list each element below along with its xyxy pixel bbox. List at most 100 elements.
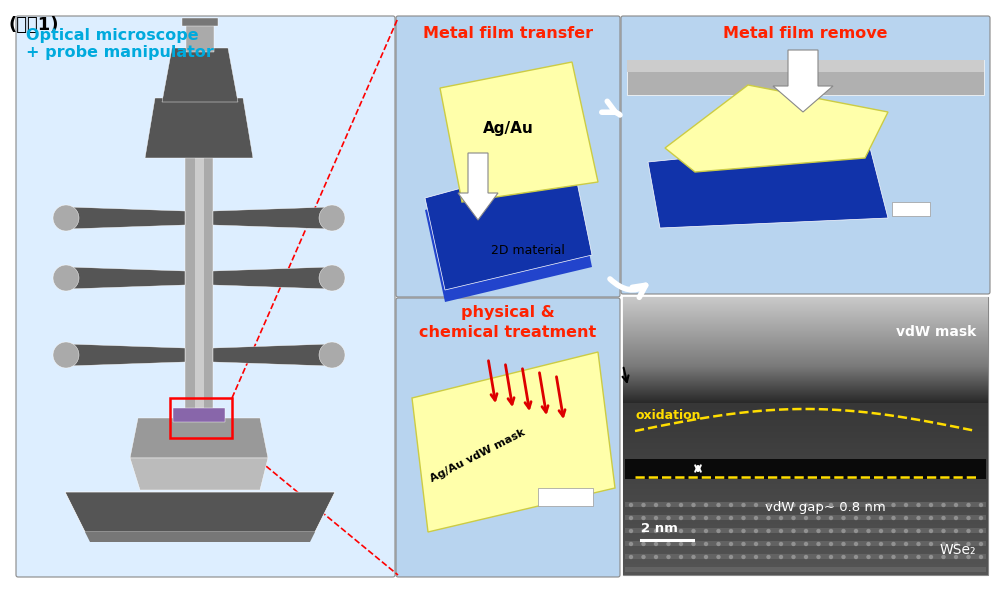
Circle shape (704, 529, 708, 533)
Circle shape (829, 516, 833, 520)
Circle shape (916, 542, 921, 546)
Bar (623, 540, 988, 541)
Circle shape (941, 555, 946, 559)
Circle shape (729, 555, 733, 559)
Bar (623, 350, 988, 351)
Bar (623, 339, 988, 340)
Bar (623, 473, 988, 474)
Circle shape (816, 555, 821, 559)
Bar (623, 379, 988, 380)
Bar (625, 567, 986, 572)
Text: vdW mask: vdW mask (896, 325, 976, 339)
Circle shape (904, 503, 908, 507)
Circle shape (891, 516, 896, 520)
Bar (623, 445, 988, 446)
Polygon shape (213, 344, 330, 366)
Circle shape (829, 542, 833, 546)
Bar (623, 421, 988, 422)
Bar (623, 501, 988, 502)
Circle shape (966, 516, 971, 520)
Bar (623, 450, 988, 451)
Bar (623, 368, 988, 369)
Circle shape (741, 503, 746, 507)
Bar (623, 474, 988, 475)
Bar (623, 460, 988, 461)
Bar (623, 357, 988, 358)
Bar (623, 567, 988, 568)
Polygon shape (145, 98, 253, 158)
Bar (623, 325, 988, 326)
FancyBboxPatch shape (621, 16, 990, 294)
Bar (623, 574, 988, 575)
Circle shape (866, 503, 871, 507)
Polygon shape (213, 267, 330, 289)
Bar (623, 522, 988, 523)
Bar (623, 307, 988, 308)
Bar (623, 448, 988, 449)
Circle shape (754, 503, 758, 507)
Polygon shape (412, 352, 615, 532)
Bar (623, 314, 988, 315)
Bar (623, 573, 988, 574)
Bar (623, 537, 988, 538)
Bar (623, 408, 988, 409)
Bar (623, 411, 988, 412)
Circle shape (654, 542, 658, 546)
Bar (623, 332, 988, 333)
Bar (623, 442, 988, 443)
Bar (623, 335, 988, 336)
Bar (623, 476, 988, 477)
Circle shape (666, 529, 671, 533)
Circle shape (53, 205, 79, 231)
Bar (623, 506, 988, 507)
Text: (그림1): (그림1) (8, 16, 58, 34)
Circle shape (929, 516, 933, 520)
Bar (623, 464, 988, 465)
Bar (623, 405, 988, 406)
Bar (623, 542, 988, 543)
Text: Ag/Au vdW mask: Ag/Au vdW mask (429, 428, 527, 484)
Bar (623, 306, 988, 307)
Circle shape (754, 516, 758, 520)
Bar (623, 381, 988, 382)
Circle shape (641, 503, 646, 507)
Bar (623, 465, 988, 466)
Circle shape (841, 555, 846, 559)
Circle shape (629, 542, 633, 546)
Circle shape (804, 529, 808, 533)
Bar (623, 555, 988, 556)
Bar (623, 513, 988, 514)
Circle shape (754, 529, 758, 533)
Bar (623, 527, 988, 528)
Bar (627, 60, 984, 72)
Circle shape (929, 555, 933, 559)
Bar (623, 340, 988, 341)
Bar (623, 557, 988, 558)
Bar (623, 511, 988, 512)
Circle shape (941, 542, 946, 546)
Bar (623, 453, 988, 454)
Bar (623, 398, 988, 399)
Bar (623, 529, 988, 530)
Bar (623, 492, 988, 493)
Bar (623, 349, 988, 350)
Bar (623, 367, 988, 368)
Circle shape (666, 542, 671, 546)
Circle shape (766, 503, 771, 507)
Circle shape (679, 542, 683, 546)
Bar (623, 549, 988, 550)
Bar (623, 562, 988, 563)
Bar (623, 374, 988, 375)
Bar (623, 458, 988, 459)
Circle shape (679, 529, 683, 533)
Bar (623, 512, 988, 513)
Circle shape (679, 555, 683, 559)
Bar (623, 316, 988, 317)
Bar (623, 376, 988, 377)
Bar (623, 484, 988, 485)
Bar (623, 554, 988, 555)
Bar (623, 524, 988, 525)
Bar (623, 504, 988, 505)
Bar (623, 466, 988, 467)
Circle shape (916, 503, 921, 507)
